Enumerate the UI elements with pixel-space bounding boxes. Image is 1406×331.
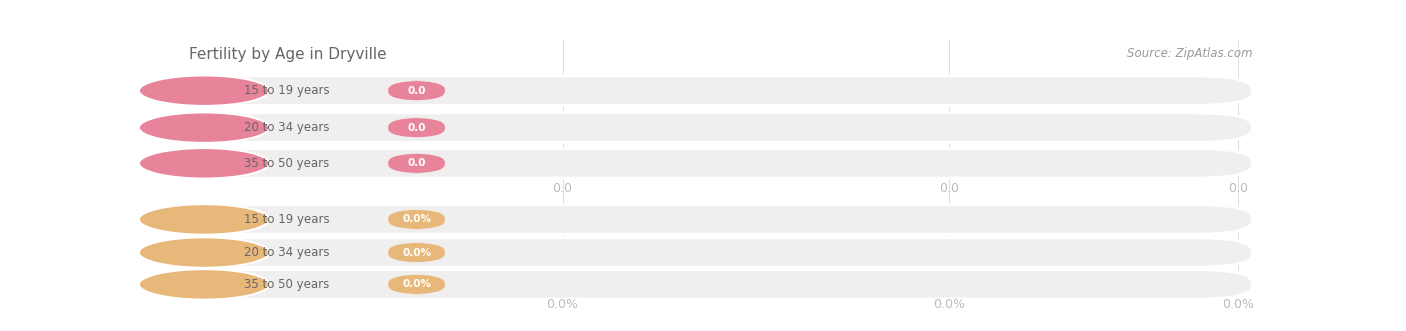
FancyBboxPatch shape — [388, 210, 444, 229]
Text: 0.0: 0.0 — [408, 158, 426, 168]
Circle shape — [139, 113, 269, 143]
Circle shape — [139, 148, 269, 178]
Text: 0.0%: 0.0% — [934, 298, 966, 311]
Text: 35 to 50 years: 35 to 50 years — [245, 157, 329, 170]
Text: 0.0: 0.0 — [408, 86, 426, 96]
FancyBboxPatch shape — [184, 270, 1253, 299]
Text: 0.0%: 0.0% — [402, 214, 432, 224]
Text: Fertility by Age in Dryville: Fertility by Age in Dryville — [188, 47, 387, 62]
Text: Source: ZipAtlas.com: Source: ZipAtlas.com — [1126, 47, 1253, 60]
FancyBboxPatch shape — [184, 205, 1253, 234]
Text: 15 to 19 years: 15 to 19 years — [245, 84, 330, 97]
Text: 0.0: 0.0 — [1229, 182, 1249, 195]
Text: 0.0%: 0.0% — [402, 248, 432, 258]
FancyBboxPatch shape — [388, 153, 444, 173]
Text: 0.0: 0.0 — [553, 182, 572, 195]
FancyBboxPatch shape — [388, 81, 444, 101]
Text: 20 to 34 years: 20 to 34 years — [245, 246, 330, 259]
Text: 0.0: 0.0 — [408, 123, 426, 133]
Text: 0.0: 0.0 — [939, 182, 959, 195]
Text: 0.0%: 0.0% — [547, 298, 579, 311]
Text: 0.0%: 0.0% — [402, 279, 432, 289]
Circle shape — [139, 237, 269, 268]
FancyBboxPatch shape — [184, 113, 1253, 142]
Text: 20 to 34 years: 20 to 34 years — [245, 121, 330, 134]
FancyBboxPatch shape — [184, 76, 1253, 105]
FancyBboxPatch shape — [184, 238, 1253, 267]
Circle shape — [139, 269, 269, 300]
Circle shape — [139, 204, 269, 235]
FancyBboxPatch shape — [184, 149, 1253, 178]
FancyBboxPatch shape — [388, 118, 444, 138]
Circle shape — [139, 75, 269, 106]
FancyBboxPatch shape — [388, 243, 444, 262]
Text: 35 to 50 years: 35 to 50 years — [245, 278, 329, 291]
Text: 0.0%: 0.0% — [1222, 298, 1254, 311]
Text: 15 to 19 years: 15 to 19 years — [245, 213, 330, 226]
FancyBboxPatch shape — [388, 274, 444, 294]
